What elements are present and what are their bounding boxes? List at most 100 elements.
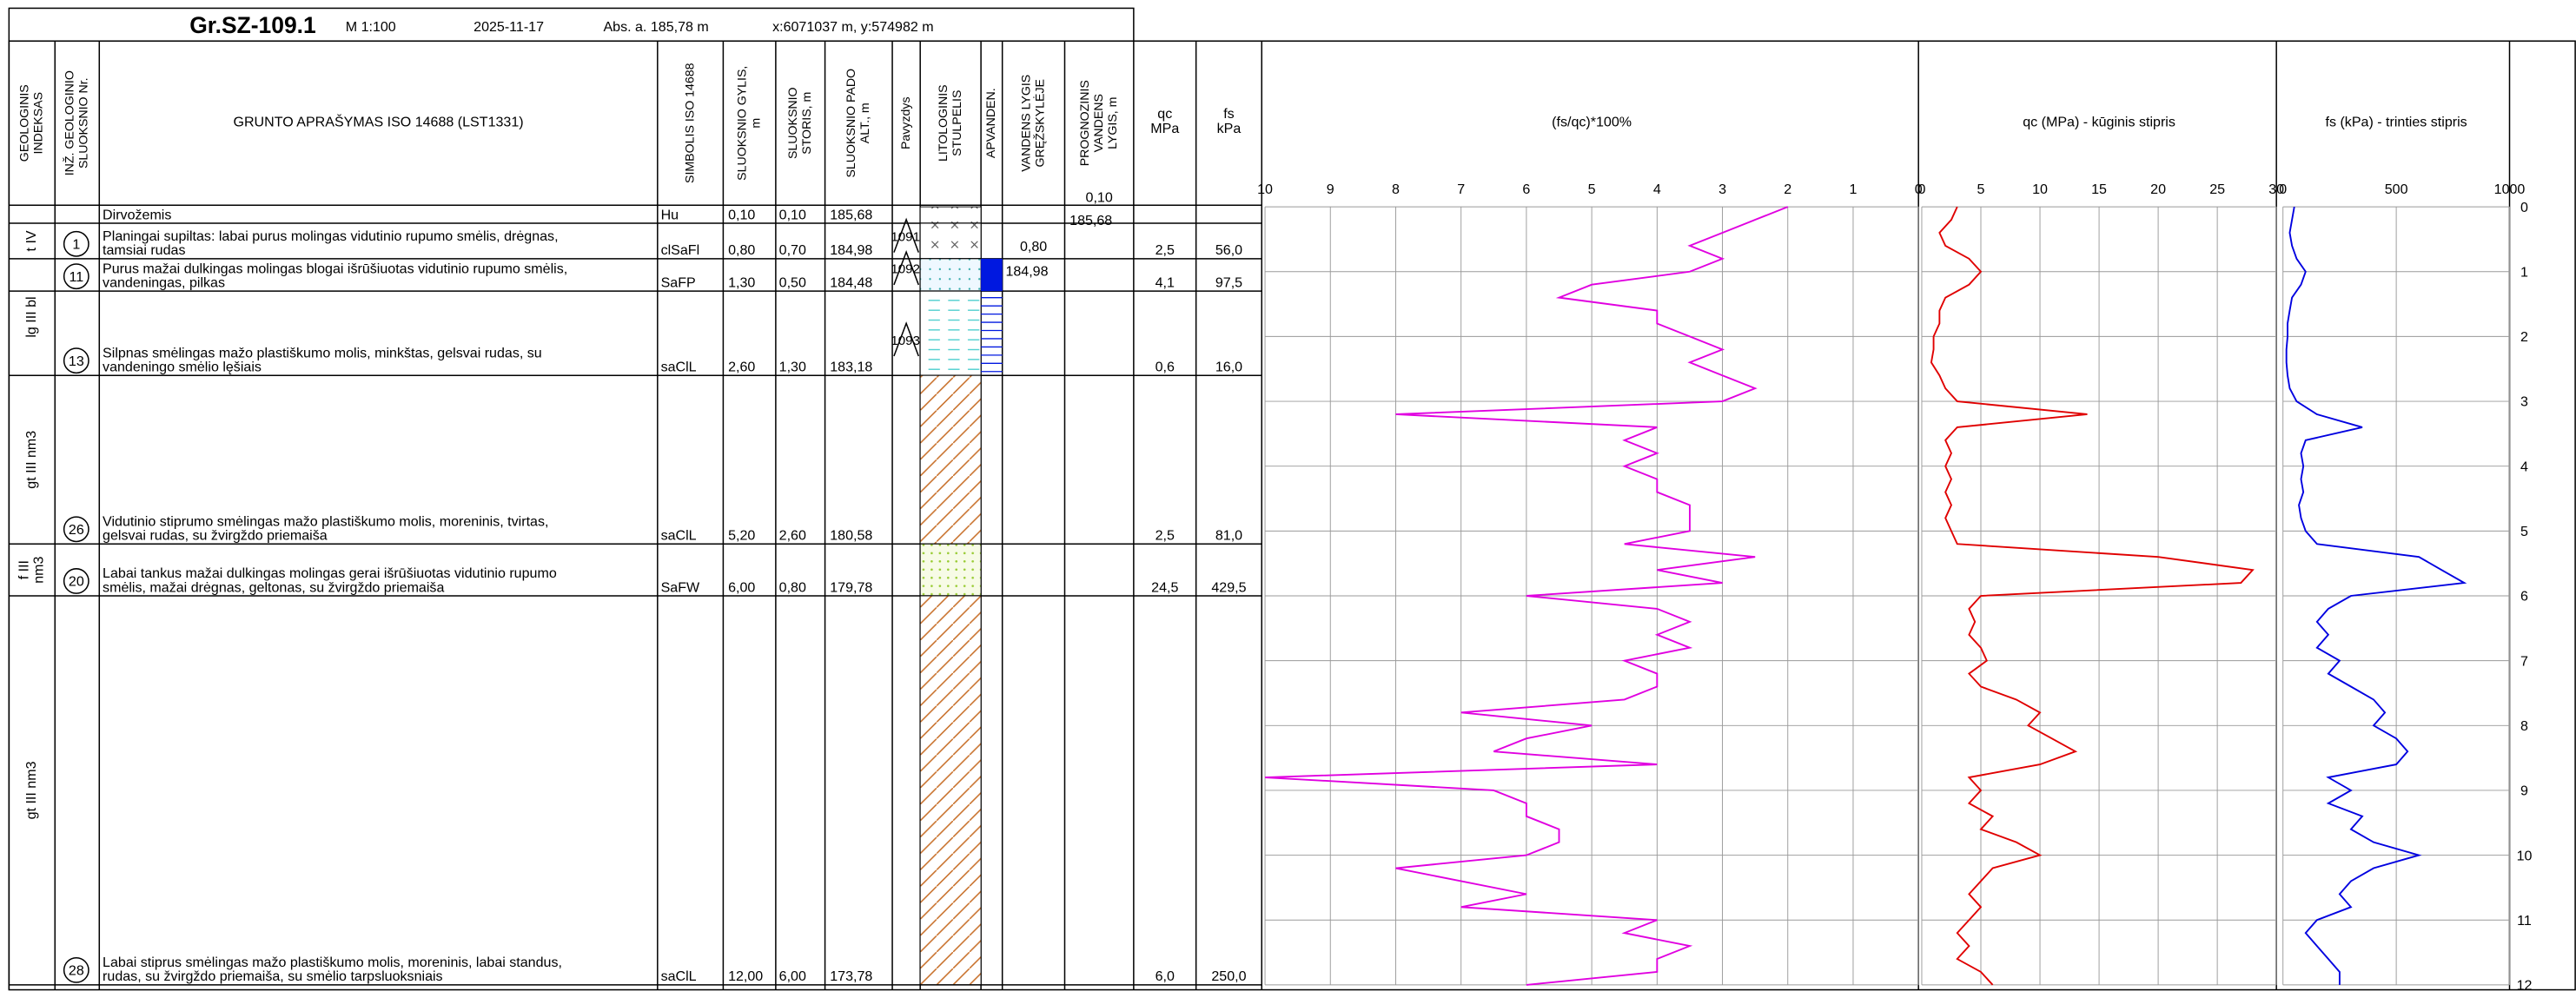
litho-cell — [919, 374, 982, 545]
cell-qc: 2,5 — [1156, 528, 1175, 544]
column-header: LYGIS, m — [1106, 97, 1120, 149]
forecast-alt: 185,68 — [1069, 213, 1112, 228]
header-box — [8, 7, 1135, 43]
x-tick-label: 3 — [1718, 182, 1726, 197]
litho-cell — [919, 206, 982, 224]
cell-qc: 4,1 — [1156, 274, 1175, 290]
description: Vidutinio stiprumo smėlingas mažo plasti… — [103, 513, 548, 529]
sample-label: 1091 — [891, 229, 920, 244]
x-tick-label: 0 — [1915, 182, 1923, 197]
chart-title: fs (kPa) - trinties stipris — [2326, 115, 2467, 130]
sample-marker — [893, 321, 920, 357]
log-date: 2025-11-17 — [473, 19, 544, 35]
geo-index: t IV — [23, 230, 39, 251]
sample-marker — [893, 217, 920, 253]
litho-cell — [919, 290, 982, 376]
cell-thickness: 0,50 — [779, 274, 806, 290]
cell-alt: 183,18 — [830, 359, 872, 374]
depth-label: 11 — [2517, 913, 2532, 929]
cell-thickness: 1,30 — [779, 359, 806, 374]
description: Planingai supiltas: labai purus molingas… — [103, 228, 558, 244]
cell-depth: 0,80 — [728, 242, 755, 258]
column-header: GRĘŽSKYLĖJE — [1031, 79, 1047, 168]
column-header: VANDENS LYGIS — [1019, 75, 1033, 172]
layer-no: 1 — [72, 236, 80, 252]
column-header: SLUOKSNIO PADO — [844, 69, 858, 178]
layer-no: 26 — [69, 522, 84, 538]
cell-fs: 56,0 — [1215, 242, 1242, 258]
layer-badge — [63, 568, 89, 594]
log-altitude: Abs. a. 185,78 m — [603, 19, 708, 35]
column-header: STORIS, m — [800, 92, 814, 155]
depth-label: 10 — [2517, 848, 2533, 863]
cell-fs: 81,0 — [1215, 528, 1242, 544]
column-header: kPa — [1217, 121, 1242, 136]
column-header: INDEKSAS — [32, 92, 46, 155]
column-header: STULPELIS — [950, 90, 964, 156]
forecast-level: 0,10 — [1086, 189, 1113, 205]
column-header: SLUOKSNIO — [786, 87, 800, 159]
water-bar — [981, 258, 1003, 292]
x-tick-label: 5 — [1588, 182, 1596, 197]
cell-symbol: saClL — [661, 528, 697, 544]
cell-alt: 179,78 — [830, 579, 872, 595]
column-header: qc — [1157, 106, 1172, 122]
x-tick-label: 10 — [1257, 182, 1273, 197]
x-tick-label: 7 — [1457, 182, 1465, 197]
column-header: SLUOKSNIO GYLIS, — [735, 66, 749, 181]
depth-label: 5 — [2520, 524, 2528, 539]
cell-depth: 5,20 — [728, 528, 755, 544]
water-alt: 184,98 — [1005, 263, 1048, 279]
x-tick-label: 5 — [1977, 182, 1985, 197]
cell-qc: 6,0 — [1156, 968, 1175, 984]
depth-label: 3 — [2520, 394, 2528, 410]
geo-index: nm3 — [31, 556, 47, 583]
column-header: GRUNTO APRAŠYMAS ISO 14688 (LST1331) — [233, 114, 523, 130]
cell-fs: 429,5 — [1211, 579, 1246, 595]
description: Silpnas smėlingas mažo plastiškumo molis… — [103, 345, 542, 360]
cpt-curve — [1930, 206, 2255, 986]
column-header: VANDENS — [1092, 94, 1106, 152]
cell-thickness: 6,00 — [779, 968, 806, 984]
litho-cell — [919, 543, 982, 597]
x-tick-label: 2 — [1784, 182, 1791, 197]
geo-index: f III — [17, 560, 32, 579]
description: gelsvai rudas, su žvirgždo priemaiša — [103, 528, 328, 544]
x-tick-label: 0 — [2279, 182, 2287, 197]
depth-label: 6 — [2520, 589, 2528, 605]
description: Dirvožemis — [103, 207, 171, 222]
cell-depth: 6,00 — [728, 579, 755, 595]
depth-label: 2 — [2520, 329, 2528, 345]
depth-label: 0 — [2520, 200, 2528, 215]
layer-no: 11 — [69, 269, 83, 285]
litho-cell — [919, 595, 982, 986]
cell-symbol: saClL — [661, 968, 697, 984]
geo-index: lg III bl — [23, 296, 39, 337]
x-tick-label: 8 — [1392, 182, 1400, 197]
cell-fs: 250,0 — [1211, 968, 1246, 984]
description: Labai stiprus smėlingas mažo plastiškumo… — [103, 955, 562, 970]
cell-alt: 184,98 — [830, 242, 872, 258]
geo-index: gt III nm3 — [23, 761, 39, 819]
depth-label: 8 — [2520, 718, 2528, 734]
layer-badge — [63, 516, 89, 543]
cell-thickness: 0,80 — [779, 579, 806, 595]
cell-alt: 184,48 — [830, 274, 872, 290]
cell-thickness: 0,70 — [779, 242, 806, 258]
depth-label: 9 — [2520, 783, 2528, 799]
cell-thickness: 0,10 — [779, 207, 806, 222]
water-level: 0,80 — [1020, 239, 1047, 254]
depth-label: 12 — [2517, 978, 2533, 994]
cell-symbol: SaFP — [661, 274, 696, 290]
cpt-curve — [1264, 206, 1789, 986]
x-tick-label: 15 — [2091, 182, 2107, 197]
column-header: fs — [1223, 106, 1234, 122]
sample-marker — [893, 249, 920, 286]
litho-cell — [919, 222, 982, 260]
column-header: MPa — [1150, 121, 1179, 136]
x-tick-label: 6 — [1522, 182, 1530, 197]
depth-label: 4 — [2520, 459, 2528, 474]
column-header: m — [749, 118, 763, 129]
